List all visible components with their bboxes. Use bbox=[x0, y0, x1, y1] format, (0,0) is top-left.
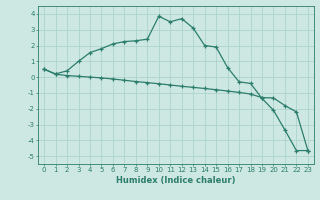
X-axis label: Humidex (Indice chaleur): Humidex (Indice chaleur) bbox=[116, 176, 236, 185]
